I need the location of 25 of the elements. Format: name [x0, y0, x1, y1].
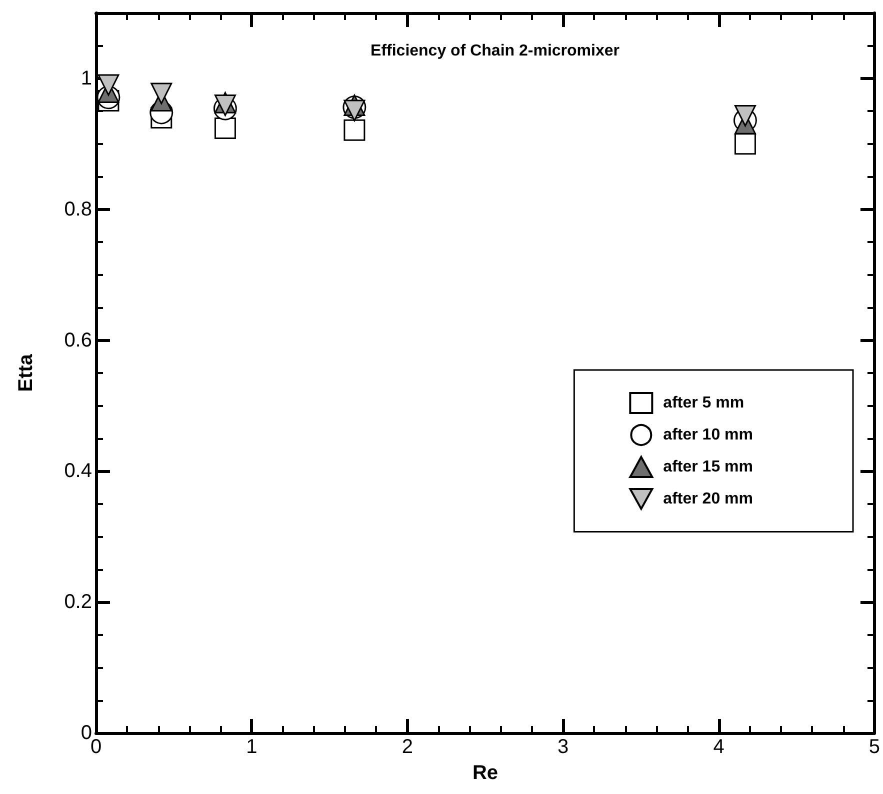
text: Efficiency of Chain 2-micromixer [370, 42, 620, 60]
x-tick-label: 4 [713, 736, 724, 758]
point [344, 100, 366, 122]
y-tick-label: 0 [80, 722, 92, 744]
legend-label: after 20 mm [663, 490, 754, 508]
y-tick-label: 1 [80, 67, 92, 90]
point [150, 82, 172, 104]
y-tick-label: 0.2 [64, 591, 92, 614]
y-tick-label: 0.8 [64, 198, 92, 220]
point [734, 105, 756, 127]
legend-label: after 10 mm [663, 426, 754, 444]
point [98, 74, 120, 96]
legend-label: after 5 mm [663, 394, 744, 412]
y-axis-title: Etta [15, 353, 37, 392]
y-tick-label: 0.4 [64, 460, 92, 482]
legend-label: after 15 mm [663, 458, 754, 476]
point [214, 117, 236, 139]
y-tick-label: 0.6 [64, 329, 92, 352]
point [734, 133, 756, 155]
x-tick-label: 2 [402, 736, 413, 758]
x-axis-title: Re [472, 762, 498, 784]
x-tick-label: 5 [868, 736, 880, 758]
x-tick-label: 3 [558, 736, 569, 758]
x-tick-label: 1 [246, 736, 258, 758]
point [344, 119, 366, 141]
